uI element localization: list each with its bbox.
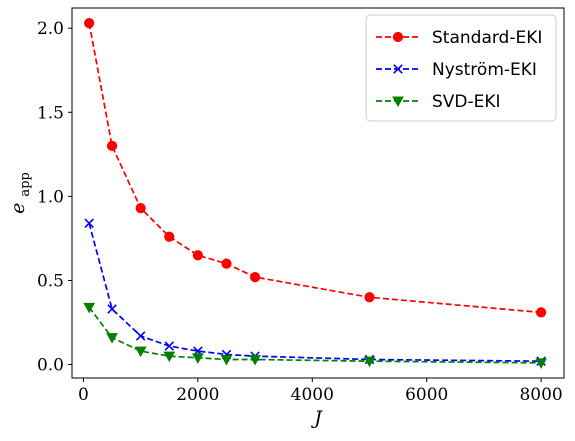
legend-marker bbox=[392, 31, 404, 43]
y-tick-label: 0.5 bbox=[37, 271, 64, 291]
data-point bbox=[535, 358, 547, 369]
y-axis-label-subscript: app bbox=[18, 172, 33, 196]
marker-stroke bbox=[164, 341, 175, 351]
data-point bbox=[106, 140, 118, 152]
y-axis-label: e app bbox=[7, 172, 33, 214]
data-point bbox=[364, 292, 375, 303]
data-point bbox=[363, 356, 376, 368]
x-axis: 0 2000 4000 6000 8000 bbox=[78, 378, 563, 405]
y-tick-label: 1.0 bbox=[37, 187, 64, 207]
y-axis-label-main: e bbox=[7, 203, 29, 214]
y-tick-label: 1.5 bbox=[37, 103, 64, 123]
legend-marker bbox=[392, 96, 404, 108]
data-point bbox=[134, 346, 147, 358]
data-point bbox=[163, 351, 176, 363]
x-tick-label: 2000 bbox=[176, 385, 219, 405]
data-point bbox=[220, 355, 233, 366]
series-layer bbox=[83, 18, 547, 369]
series-line bbox=[88, 22, 542, 314]
legend: Standard-EKI Nyström-EKI SVD-EKI bbox=[365, 14, 557, 122]
legend-marker bbox=[393, 64, 403, 74]
data-point bbox=[221, 258, 232, 269]
legend-box bbox=[365, 14, 557, 122]
legend-item: SVD-EKI bbox=[376, 92, 501, 112]
data-point bbox=[135, 331, 146, 341]
data-point bbox=[83, 302, 96, 314]
plot-frame bbox=[71, 7, 565, 379]
data-point bbox=[107, 304, 117, 314]
y-tick-label: 2.0 bbox=[37, 19, 64, 39]
data-point bbox=[84, 18, 95, 29]
legend-label: Nyström-EKI bbox=[432, 60, 537, 80]
data-point bbox=[106, 333, 118, 344]
legend-label: SVD-EKI bbox=[432, 92, 501, 112]
x-tick-label: 4000 bbox=[291, 385, 334, 405]
data-point bbox=[164, 231, 175, 242]
marker-stroke bbox=[135, 331, 146, 341]
x-tick-label: 8000 bbox=[519, 385, 562, 405]
data-point bbox=[249, 355, 261, 366]
data-point bbox=[192, 250, 203, 261]
series-line bbox=[88, 223, 542, 363]
data-point bbox=[249, 271, 261, 283]
x-axis-label: J bbox=[310, 407, 323, 429]
data-point bbox=[135, 203, 146, 214]
y-tick-label: 0.0 bbox=[37, 356, 64, 376]
data-point bbox=[192, 353, 204, 364]
data-point bbox=[84, 218, 94, 229]
series-0 bbox=[84, 18, 547, 318]
legend-item: Standard-EKI bbox=[376, 28, 542, 48]
x-tick-label: 6000 bbox=[405, 385, 448, 405]
data-point bbox=[164, 341, 175, 351]
marker-stroke bbox=[107, 304, 117, 314]
legend-item: Nyström-EKI bbox=[376, 60, 537, 80]
y-axis: 0.0 0.5 1.0 1.5 2.0 bbox=[37, 19, 72, 376]
data-point bbox=[536, 307, 547, 318]
x-tick-label: 0 bbox=[78, 385, 89, 405]
legend-label: Standard-EKI bbox=[432, 28, 542, 48]
series-2 bbox=[83, 302, 547, 369]
marker-stroke bbox=[84, 218, 94, 229]
marker-stroke bbox=[393, 64, 403, 74]
